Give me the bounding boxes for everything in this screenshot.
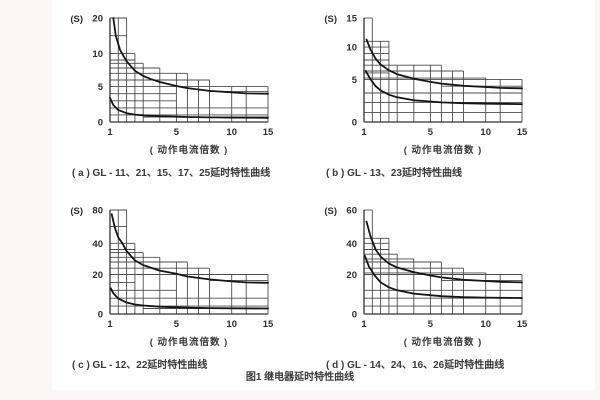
svg-text:40: 40 <box>92 239 103 250</box>
svg-text:1: 1 <box>107 127 113 138</box>
svg-text:5: 5 <box>174 319 180 330</box>
svg-text:0: 0 <box>352 118 357 129</box>
svg-text:15: 15 <box>517 127 528 138</box>
chart-d: 0 20 40 60 1 5 10 15 (S) ( 动作电流倍数 ) ( d ) GL - 1… <box>320 198 550 372</box>
svg-text:15: 15 <box>517 319 528 330</box>
svg-text:0: 0 <box>352 310 357 321</box>
svg-text:1: 1 <box>107 319 113 330</box>
svg-text:5: 5 <box>428 127 434 138</box>
svg-text:(S): (S) <box>324 206 337 217</box>
svg-text:1: 1 <box>361 319 367 330</box>
svg-text:60: 60 <box>346 206 357 217</box>
svg-text:40: 40 <box>346 239 357 250</box>
chart-a-caption: ( a ) GL - 11、21、15、17、25延时特性曲线 <box>72 168 271 179</box>
chart-a-x-axis-label: ( 动作电流倍数 ) <box>149 145 229 156</box>
svg-text:5: 5 <box>98 82 104 93</box>
chart-b-caption: ( b ) GL - 13、23延时特性曲线 <box>326 168 462 179</box>
svg-text:15: 15 <box>263 319 274 330</box>
chart-c: 0 20 40 80 1 5 10 15 (S) ( 动作电流倍数 ) ( c ) GL - 1… <box>66 198 296 372</box>
svg-text:20: 20 <box>346 270 357 281</box>
svg-text:15: 15 <box>346 14 357 25</box>
figure-panel <box>52 0 595 390</box>
chart-c-x-axis-label: ( 动作电流倍数 ) <box>149 337 229 348</box>
chart-d-x-axis-label: ( 动作电流倍数 ) <box>403 337 483 348</box>
svg-text:0: 0 <box>98 118 103 129</box>
svg-text:20: 20 <box>92 270 103 281</box>
svg-text:5: 5 <box>428 319 434 330</box>
svg-text:5: 5 <box>352 75 358 86</box>
svg-text:(S): (S) <box>70 14 83 25</box>
svg-text:15: 15 <box>263 127 274 138</box>
svg-text:5: 5 <box>174 127 180 138</box>
svg-text:(S): (S) <box>324 14 337 25</box>
figure-caption: 图1 继电器延时特性曲线 <box>245 372 355 383</box>
chart-b-x-axis-label: ( 动作电流倍数 ) <box>403 145 483 156</box>
svg-text:10: 10 <box>346 43 357 54</box>
svg-text:10: 10 <box>92 49 103 60</box>
chart-d-caption: ( d ) GL - 14、24、16、26延时特性曲线 <box>326 360 505 371</box>
chart-a: 0 5 10 20 1 5 10 15 (S) ( 动作电流倍数 ) ( a ) GL - 11… <box>66 6 296 180</box>
svg-text:0: 0 <box>98 310 103 321</box>
svg-text:(S): (S) <box>70 206 83 217</box>
svg-text:10: 10 <box>480 127 491 138</box>
svg-text:80: 80 <box>92 206 103 217</box>
svg-text:10: 10 <box>226 127 237 138</box>
chart-b: 0 5 10 15 1 5 10 15 (S) ( 动作电流倍数 ) ( b ) GL - 13… <box>320 6 550 180</box>
svg-text:10: 10 <box>226 319 237 330</box>
chart-c-caption: ( c ) GL - 12、22延时特性曲线 <box>72 360 208 371</box>
svg-text:10: 10 <box>480 319 491 330</box>
svg-text:1: 1 <box>361 127 367 138</box>
svg-text:20: 20 <box>92 14 103 25</box>
